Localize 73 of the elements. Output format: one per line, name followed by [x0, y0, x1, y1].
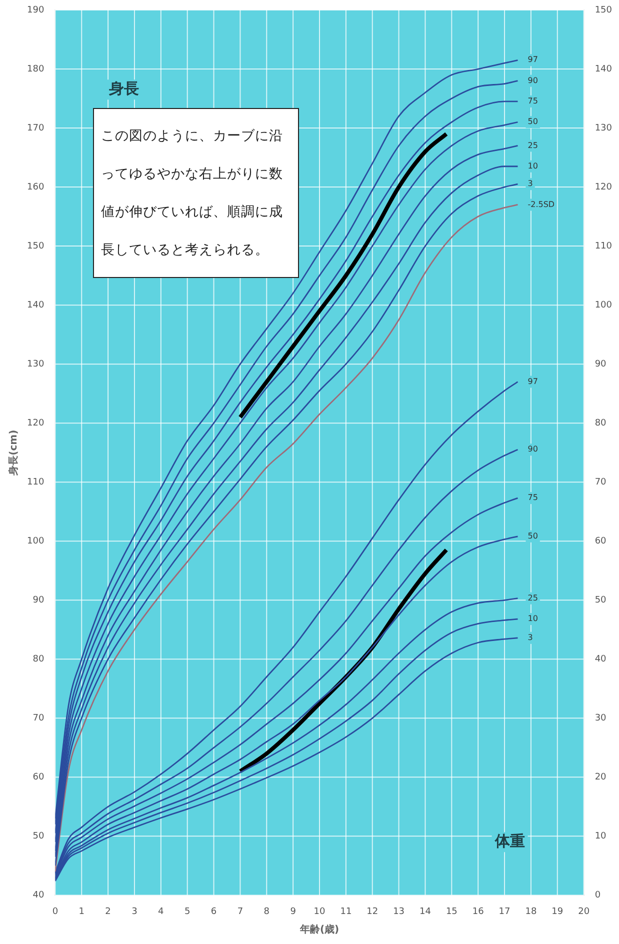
y-tick-label: 90 [32, 595, 44, 606]
y-tick-label: 50 [32, 832, 44, 842]
x-tick-label: 10 [314, 906, 326, 917]
y-tick-label: 70 [32, 714, 44, 724]
y-tick-label: 190 [26, 5, 44, 16]
series-label: 50 [528, 531, 538, 540]
series-label: 10 [528, 614, 538, 624]
series-label: 3 [528, 632, 533, 642]
annotation: 体重 [494, 832, 525, 850]
series-label: 90 [528, 76, 538, 85]
x-tick-label: 4 [158, 906, 164, 917]
y2-tick-label: 10 [594, 832, 607, 842]
y-tick-label: 170 [26, 123, 44, 134]
y2-tick-label: 70 [594, 477, 607, 488]
y2-tick-label: 150 [594, 5, 612, 16]
y-axis-title: 身長(cm) [8, 430, 20, 476]
x-tick-label: 6 [210, 906, 217, 917]
y-tick-label: 110 [26, 477, 44, 488]
x-tick-label: 8 [264, 906, 270, 917]
series-label: 90 [528, 444, 538, 454]
x-tick-label: 5 [184, 906, 190, 917]
x-tick-label: 18 [525, 906, 537, 917]
y2-tick-label: 60 [594, 536, 607, 546]
y2-tick-label: 0 [594, 890, 601, 901]
y2-tick-label: 50 [594, 595, 607, 606]
y2-tick-label: 20 [594, 772, 607, 783]
x-tick-label: 1 [78, 906, 84, 917]
y2-tick-label: 80 [594, 418, 607, 428]
x-tick-label: 9 [290, 906, 296, 917]
series-label: 25 [528, 140, 538, 150]
series-label: 3 [528, 179, 533, 188]
x-tick-label: 19 [552, 906, 564, 917]
x-tick-label: 16 [472, 906, 484, 917]
series-label: 97 [528, 55, 538, 64]
series-label: 97 [528, 376, 538, 386]
y2-tick-label: 110 [594, 241, 612, 252]
x-tick-label: 12 [366, 906, 378, 917]
x-tick-label: 3 [132, 906, 138, 917]
y2-tick-label: 40 [594, 654, 607, 664]
y-tick-label: 150 [26, 241, 44, 252]
y-tick-label: 120 [26, 418, 44, 428]
y-tick-label: 160 [26, 182, 44, 192]
series-label: 50 [528, 117, 538, 126]
y2-tick-label: 30 [594, 714, 607, 724]
y2-tick-label: 120 [594, 182, 612, 192]
y2-tick-label: 90 [594, 359, 607, 370]
y-tick-label: 40 [32, 890, 44, 901]
x-tick-label: 13 [393, 906, 405, 917]
x-tick-label: 11 [340, 906, 352, 917]
y-tick-label: 80 [32, 654, 44, 664]
series-label: -2.5SD [528, 200, 555, 209]
series-label: 75 [528, 493, 538, 502]
x-tick-label: 20 [578, 906, 590, 917]
y-tick-label: 100 [26, 536, 44, 546]
x-tick-label: 15 [446, 906, 458, 917]
series-label: 75 [528, 96, 538, 106]
y-tick-label: 130 [26, 359, 44, 370]
y-tick-label: 140 [26, 300, 44, 310]
x-tick-label: 2 [105, 906, 111, 917]
annotation: 身長 [108, 80, 139, 98]
x-axis-title: 年齢(歳) [298, 924, 340, 936]
y2-tick-label: 140 [594, 64, 612, 74]
x-tick-label: 0 [52, 906, 58, 917]
x-tick-label: 14 [420, 906, 432, 917]
y-tick-label: 60 [32, 772, 44, 783]
x-tick-label: 17 [498, 906, 510, 917]
y2-tick-label: 130 [594, 123, 612, 134]
x-tick-label: 7 [237, 906, 244, 917]
y2-tick-label: 100 [594, 300, 612, 310]
series-label: 10 [528, 161, 538, 170]
series-label: 25 [528, 593, 538, 602]
y-tick-label: 180 [26, 64, 44, 74]
text-box: この図のように、カーブに沿ってゆるやかな右上がりに数値が伸びていれば、順調に成長していると考えられる。 [93, 108, 299, 278]
